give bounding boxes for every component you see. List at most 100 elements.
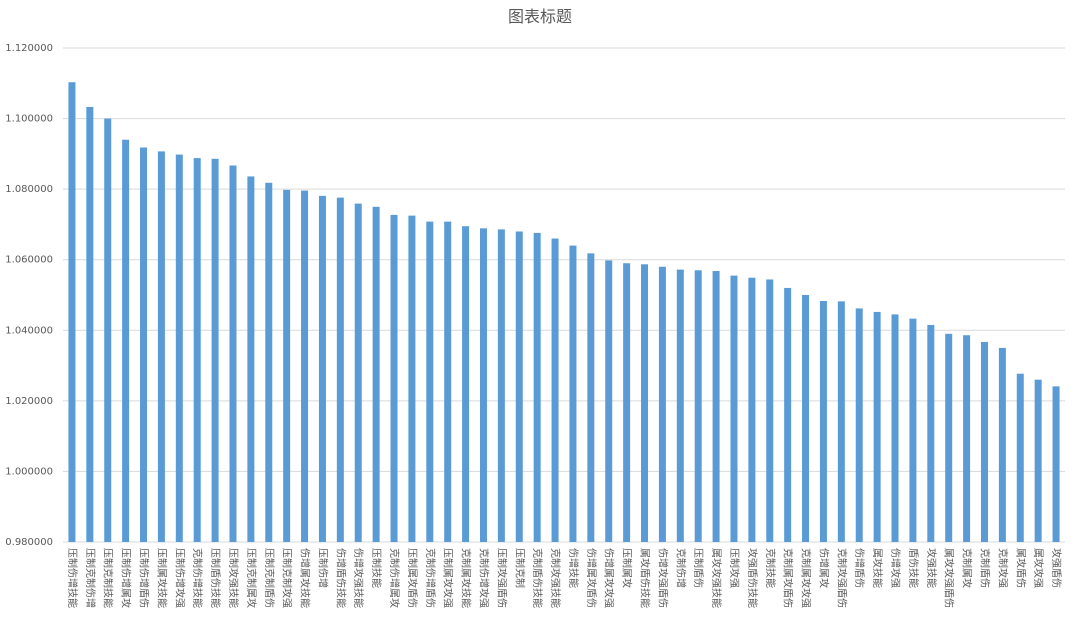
bar	[927, 324, 935, 542]
bar	[390, 214, 398, 542]
bar	[712, 271, 720, 542]
x-tick-label: 伤增技能	[567, 548, 580, 588]
bar	[998, 347, 1006, 542]
bar	[104, 118, 112, 543]
x-tick-label: 压制属攻盾伤	[406, 548, 419, 608]
bar	[587, 253, 595, 542]
bar	[229, 165, 237, 542]
x-tick-label: 克制攻强	[996, 548, 1009, 588]
bar	[336, 197, 344, 542]
x-tick-label: 压制盾伤	[692, 548, 705, 588]
x-tick-label: 克制伤增攻强	[477, 548, 490, 608]
x-tick-label: 克制攻强盾伤	[835, 548, 848, 608]
x-tick-label: 克制伤增属攻	[388, 548, 401, 608]
bar	[1034, 379, 1042, 542]
bar	[265, 182, 273, 542]
x-tick-label: 压制属攻	[621, 548, 634, 588]
y-tick-label: 1.120000	[5, 43, 53, 54]
bar	[784, 287, 792, 542]
bar	[802, 295, 810, 542]
bar	[1052, 386, 1060, 542]
x-tick-label: 克制属攻盾伤	[782, 548, 795, 608]
bar	[569, 245, 577, 542]
x-tick-label: 属攻盾伤	[1014, 548, 1027, 588]
x-tick-label: 伤增攻强盾伤	[656, 548, 669, 608]
y-tick-label: 1.020000	[5, 396, 53, 407]
bar	[444, 221, 452, 542]
bar	[140, 147, 148, 542]
x-tick-label: 压制伤增属攻	[120, 548, 133, 608]
x-tick-label: 伤增盾伤	[853, 548, 866, 588]
x-tick-label: 伤增攻强技能	[352, 548, 365, 608]
y-tick-label: 1.040000	[5, 325, 53, 336]
bar	[175, 154, 183, 542]
x-tick-label: 克制伤增	[674, 548, 687, 588]
bar	[479, 228, 487, 542]
x-tick-label: 攻强盾伤技能	[746, 548, 759, 608]
x-tick-label: 属攻技能	[871, 548, 884, 588]
x-tick-label: 压制属攻攻强	[442, 548, 455, 608]
x-tick-label: 克制技能	[764, 548, 777, 588]
x-tick-label: 压制技能	[370, 548, 383, 588]
x-tick-label: 伤增攻强	[889, 548, 902, 588]
bar	[658, 266, 666, 542]
bar	[372, 206, 380, 543]
x-tick-label: 克制盾伤	[978, 548, 991, 588]
bar	[694, 270, 702, 542]
x-tick-label: 克制盾伤技能	[531, 548, 544, 608]
bar	[283, 189, 291, 542]
x-tick-label: 压制克制伤增	[84, 548, 97, 608]
x-tick-label: 伤增属攻技能	[299, 548, 312, 608]
y-tick-label: 1.080000	[5, 184, 53, 195]
x-tick-label: 伤增属攻攻强	[603, 548, 616, 608]
bar	[748, 277, 756, 542]
bar	[122, 139, 130, 542]
bar	[497, 229, 505, 542]
x-tick-label: 压制伤增技能	[66, 548, 79, 608]
bar	[891, 314, 899, 542]
x-tick-label: 压制属攻技能	[155, 548, 168, 608]
x-tick-label: 压制伤增	[316, 548, 329, 588]
bar	[408, 215, 416, 542]
bar	[855, 308, 863, 542]
bar	[157, 151, 165, 542]
bar	[819, 300, 827, 542]
x-tick-label: 克制攻强技能	[549, 548, 562, 608]
bar	[301, 190, 309, 542]
x-tick-label: 压制盾伤技能	[209, 548, 222, 608]
bar	[623, 263, 631, 542]
bar	[86, 106, 94, 543]
bar	[193, 158, 201, 542]
x-tick-label: 克制属攻	[961, 548, 974, 588]
bar	[676, 269, 684, 542]
bar	[462, 226, 470, 542]
chart-title: 图表标题	[508, 7, 572, 26]
x-tick-label: 属攻攻强技能	[710, 548, 723, 608]
x-tick-label: 伤增属攻盾伤	[585, 548, 598, 608]
bar	[354, 203, 362, 543]
x-tick-label: 属攻攻强盾伤	[943, 548, 956, 608]
x-tick-label: 属攻攻强	[1032, 548, 1045, 588]
bar	[247, 176, 255, 542]
bar	[318, 195, 326, 542]
x-tick-label: 压制克制攻强	[281, 548, 294, 608]
bar	[1016, 373, 1024, 542]
bar	[641, 264, 649, 542]
bar	[211, 158, 219, 542]
x-tick-label: 盾伤技能	[907, 548, 920, 588]
bar	[945, 333, 953, 542]
x-tick-label: 压制攻强	[728, 548, 741, 588]
x-tick-label: 伤增属攻	[817, 548, 830, 588]
x-tick-label: 压制克制属攻	[245, 548, 258, 608]
bar	[730, 275, 738, 542]
x-tick-label: 压制伤增盾伤	[138, 548, 151, 608]
x-tick-label: 伤增盾伤技能	[334, 548, 347, 608]
bar	[551, 238, 559, 543]
bar	[426, 221, 434, 542]
x-tick-label: 压制克制盾伤	[263, 548, 276, 608]
bar	[515, 231, 523, 542]
y-tick-label: 0.980000	[5, 537, 53, 548]
x-tick-label: 克制伤增技能	[191, 548, 204, 608]
